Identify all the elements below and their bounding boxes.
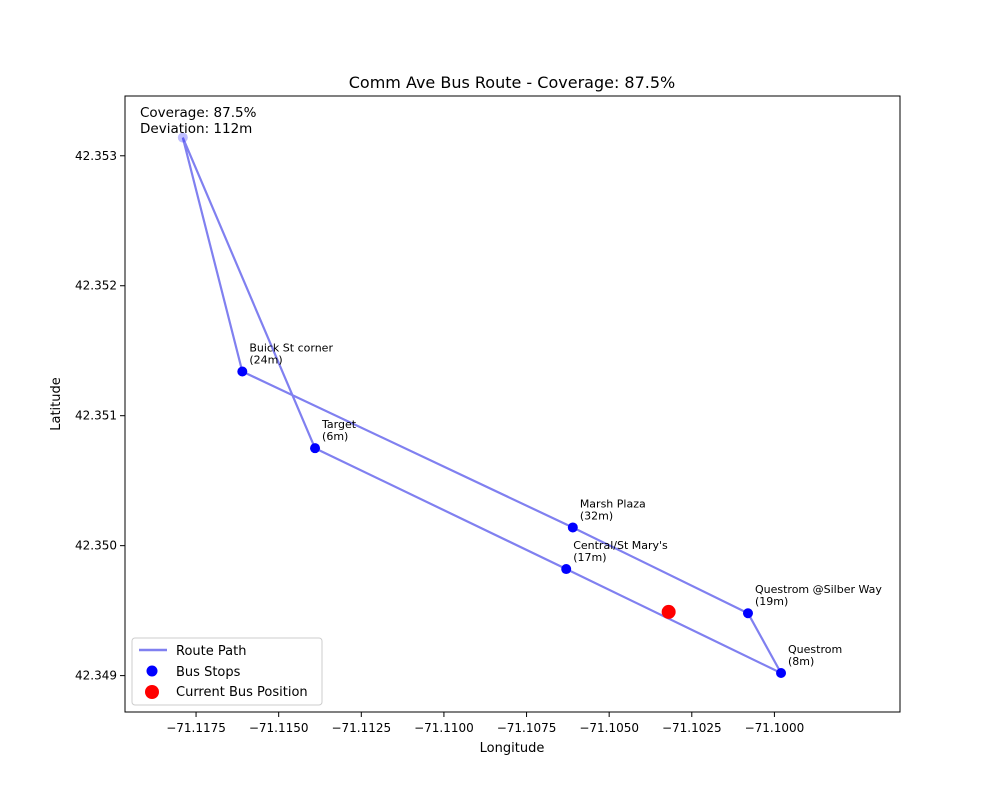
route-layer (181, 137, 783, 675)
current-position-layer (661, 604, 676, 619)
stop-distance-label: (24m) (249, 354, 282, 367)
stop-name-label: Questrom (788, 643, 842, 656)
bus-stop-marker (561, 564, 572, 575)
x-tick-label: −71.1100 (414, 721, 474, 735)
legend: Route Path Bus Stops Current Bus Positio… (131, 637, 323, 706)
x-axis-label: Longitude (480, 741, 545, 756)
coverage-stat: Coverage: 87.5% (140, 105, 257, 121)
chart-title: Comm Ave Bus Route - Coverage: 87.5% (349, 73, 676, 92)
y-axis-ticks: 42.349 42.350 42.351 42.352 42.353 (75, 149, 125, 683)
x-tick-label: −71.1075 (497, 721, 557, 735)
x-tick-label: −71.1025 (662, 721, 722, 735)
y-axis-label: Latitude (49, 377, 64, 431)
y-tick-label: 42.349 (75, 669, 117, 683)
x-tick-label: −71.1000 (745, 721, 805, 735)
stop-distance-label: (32m) (580, 509, 613, 522)
stop-labels-layer: Buick St corner(24m) Target(6m) Marsh Plaz… (249, 342, 882, 669)
legend-stop-label: Bus Stops (176, 665, 241, 680)
x-axis-ticks: −71.1175 −71.1150 −71.1125 −71.1100 −71.1075… (166, 712, 804, 735)
current-bus-position-marker (661, 604, 676, 619)
y-tick-label: 42.350 (75, 539, 117, 553)
stop-name-label: Central/St Mary's (573, 539, 668, 552)
stop-distance-label: (6m) (322, 430, 348, 443)
stop-distance-label: (19m) (755, 595, 788, 608)
legend-stop-swatch (146, 665, 158, 677)
y-tick-label: 42.353 (75, 149, 117, 163)
x-tick-label: −71.1175 (166, 721, 226, 735)
route-path-line (181, 137, 783, 675)
stop-name-label: Buick St corner (249, 342, 333, 355)
bus-stop-marker (742, 608, 753, 619)
bus-stop-marker (310, 443, 321, 454)
stop-name-label: Target (321, 418, 357, 431)
x-tick-label: −71.1050 (579, 721, 639, 735)
legend-route-label: Route Path (176, 644, 246, 659)
legend-current-swatch (145, 685, 159, 699)
y-tick-label: 42.351 (75, 409, 117, 423)
stop-name-label: Questrom @Silber Way (755, 583, 882, 596)
stops-layer (177, 132, 787, 679)
stop-name-label: Marsh Plaza (580, 497, 646, 510)
x-tick-label: −71.1125 (331, 721, 391, 735)
legend-current-label: Current Bus Position (176, 685, 308, 700)
legend-box (131, 637, 323, 706)
stop-distance-label: (8m) (788, 655, 814, 668)
deviation-stat: Deviation: 112m (140, 121, 252, 137)
bus-stop-marker (237, 366, 248, 377)
bus-stop-marker (776, 668, 787, 679)
x-tick-label: −71.1150 (249, 721, 309, 735)
y-tick-label: 42.352 (75, 279, 117, 293)
bus-stop-marker (177, 132, 188, 143)
plot-frame (124, 95, 901, 713)
bus-stop-marker (567, 522, 578, 533)
stop-distance-label: (17m) (573, 551, 606, 564)
stats-box: Coverage: 87.5% Deviation: 112m (140, 105, 257, 137)
